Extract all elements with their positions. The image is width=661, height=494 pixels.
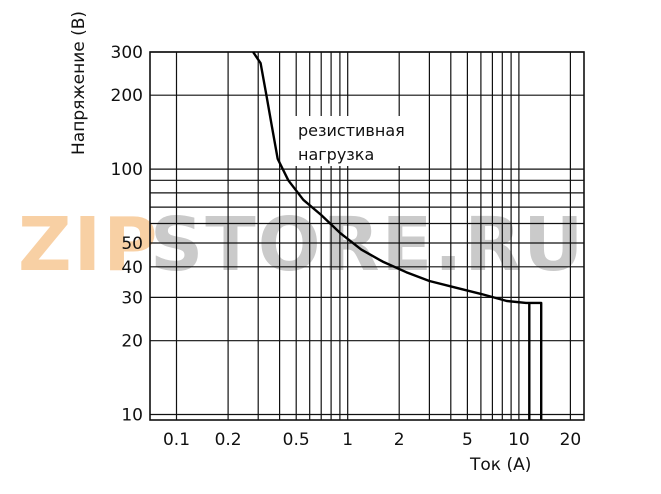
y-tick-label: 20 (121, 332, 143, 352)
watermark: ZIP STORE.RU (18, 202, 585, 288)
x-tick-label: 20 (560, 430, 582, 450)
x-tick-label: 5 (462, 430, 473, 450)
series-line (252, 51, 543, 420)
watermark-store: STORE.RU (150, 202, 585, 288)
y-tick-label: 30 (121, 288, 143, 308)
y-tick-labels: 10 20 30 40 50 100 200 300 (111, 43, 143, 426)
x-tick-labels: 0.1 0.2 0.5 1 2 5 10 20 (163, 430, 581, 450)
plot-frame (149, 51, 585, 421)
y-tick-label: 10 (121, 406, 143, 426)
y-axis-title: Напряжение (В) (69, 11, 89, 155)
x-tick-label: 2 (394, 430, 405, 450)
watermark-zip: ZIP (18, 202, 159, 288)
y-tick-label: 50 (121, 234, 143, 254)
annotation-background (292, 116, 418, 166)
annotation-line-2: нагрузка (298, 145, 374, 164)
x-tick-label: 0.2 (215, 430, 242, 450)
x-tick-label: 10 (508, 430, 530, 450)
annotation-line-1: резистивная (298, 121, 405, 140)
y-tick-label: 40 (121, 258, 143, 278)
y-tick-label: 300 (111, 43, 143, 63)
x-tick-label: 0.5 (283, 430, 310, 450)
vertical-gridlines (175, 52, 572, 420)
horizontal-gridlines (150, 51, 584, 416)
y-tick-label: 200 (111, 86, 143, 106)
series-group (252, 51, 543, 420)
x-tick-label: 0.1 (163, 430, 190, 450)
x-axis-title: Ток (А) (469, 455, 531, 475)
x-tick-label: 1 (342, 430, 353, 450)
y-tick-label: 100 (111, 160, 143, 180)
